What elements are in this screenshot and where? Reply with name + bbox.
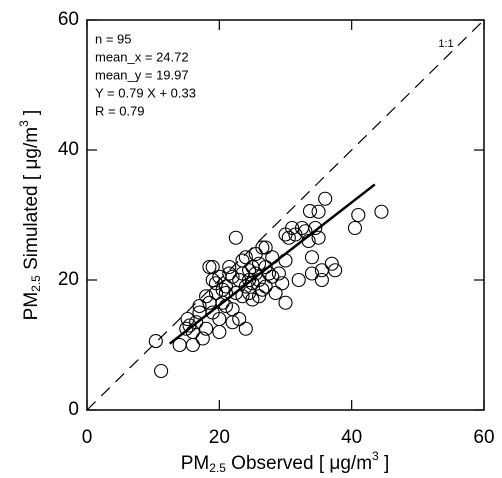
- x-label-sup: 3: [372, 449, 379, 463]
- scatter-point: [265, 269, 280, 284]
- stat-annotation: n = 95: [95, 31, 132, 46]
- scatter-point: [212, 311, 227, 327]
- scatter-point: [179, 321, 194, 336]
- scatter-point: [185, 337, 200, 353]
- scatter-point: [225, 269, 240, 284]
- x-tick-label: 40: [341, 427, 362, 448]
- scatter-point: [235, 289, 250, 304]
- scatter-point: [251, 289, 267, 304]
- y-label-main: PM: [21, 292, 42, 321]
- scatter-point: [301, 233, 316, 249]
- scatter-point: [172, 337, 187, 353]
- x-tick-label: 20: [209, 427, 230, 448]
- scatter-point: [298, 224, 313, 239]
- stat-annotation: mean_y = 19.97: [95, 67, 189, 82]
- scatter-point: [328, 263, 343, 278]
- scatter-point: [218, 285, 233, 301]
- scatter-point: [212, 324, 227, 340]
- scatter-point: [185, 324, 200, 340]
- scatter-point: [228, 230, 243, 245]
- scatter-point: [154, 363, 169, 379]
- scatter-point: [251, 256, 267, 271]
- scatter-point: [205, 259, 220, 275]
- scatter-point: [238, 250, 253, 265]
- x-label-main: PM: [181, 453, 210, 474]
- scatter-point: [199, 321, 214, 336]
- scatter-point: [225, 315, 240, 330]
- scatter-point: [235, 253, 250, 268]
- scatter-point: [281, 230, 296, 245]
- scatter-point: [304, 250, 320, 265]
- stat-annotation: R = 0.79: [95, 103, 145, 118]
- scatter-point: [255, 282, 270, 297]
- scatter-point: [318, 191, 333, 206]
- scatter-point: [311, 230, 326, 245]
- scatter-point: [268, 285, 283, 301]
- scatter-point: [242, 263, 257, 278]
- scatter-point: [245, 292, 260, 307]
- scatter-point: [304, 266, 320, 281]
- y-label-rest: Simulated [ μg/m: [21, 127, 42, 275]
- x-tick-label: 60: [473, 427, 494, 448]
- scatter-point: [285, 220, 300, 236]
- scatter-point: [215, 295, 230, 310]
- scatter-point: [302, 204, 318, 219]
- scatter-point: [351, 207, 366, 223]
- scatter-point: [189, 315, 204, 330]
- scatter-point: [222, 259, 237, 275]
- scatter-point: [278, 253, 293, 268]
- scatter-point: [232, 311, 247, 327]
- y-tick-label: 0: [68, 399, 79, 420]
- scatter-point: [278, 295, 293, 310]
- scatter-point: [258, 240, 273, 255]
- scatter-point: [271, 266, 286, 281]
- y-axis-label: PM2.5 Simulated [ μg/m3 ]: [17, 110, 43, 321]
- scatter-point: [245, 276, 260, 291]
- scatter-point: [238, 279, 253, 294]
- scatter-point: [238, 321, 253, 336]
- scatter-point: [218, 279, 233, 294]
- stat-annotation: Y = 0.79 X + 0.33: [95, 85, 196, 100]
- scatter-point: [258, 279, 273, 294]
- scatter-point: [205, 272, 220, 288]
- y-tick-label: 60: [58, 9, 79, 30]
- scatter-point: [182, 318, 197, 333]
- y-tick-label: 40: [58, 139, 79, 160]
- reference-line: [86, 19, 485, 411]
- x-label-rest: Observed [ μg/m: [226, 453, 372, 474]
- scatter-point: [261, 266, 277, 281]
- x-label-sub: 2.5: [209, 461, 226, 475]
- scatter-point: [255, 240, 270, 255]
- scatter-point: [347, 220, 363, 236]
- x-axis-label: PM2.5 Observed [ μg/m3 ]: [181, 449, 390, 475]
- scatter-point: [275, 276, 290, 291]
- scatter-point: [314, 272, 329, 288]
- scatter-point: [311, 204, 326, 219]
- scatter-point: [208, 285, 224, 301]
- scatter-point: [148, 334, 163, 349]
- reference-label: 1:1: [438, 38, 453, 50]
- scatter-point: [199, 289, 214, 304]
- scatter-point: [308, 220, 323, 236]
- x-tick-label: 0: [82, 427, 93, 448]
- y-label-sub: 2.5: [29, 275, 43, 292]
- y-label-sup: 3: [17, 120, 31, 127]
- stat-annotation: mean_x = 24.72: [95, 49, 189, 64]
- scatter-point: [195, 331, 210, 346]
- plot-frame: [86, 19, 485, 411]
- scatter-point: [202, 259, 217, 275]
- scatter-point: [180, 311, 195, 327]
- scatter-point: [192, 298, 207, 314]
- scatter-point: [265, 250, 280, 265]
- scatter-point: [324, 256, 339, 271]
- x-label-end: ]: [379, 453, 390, 474]
- scatter-point: [291, 272, 306, 288]
- y-label-end: ]: [21, 110, 42, 121]
- scatter-point: [374, 204, 389, 219]
- y-tick-label: 20: [58, 269, 79, 290]
- scatter-point: [258, 259, 273, 275]
